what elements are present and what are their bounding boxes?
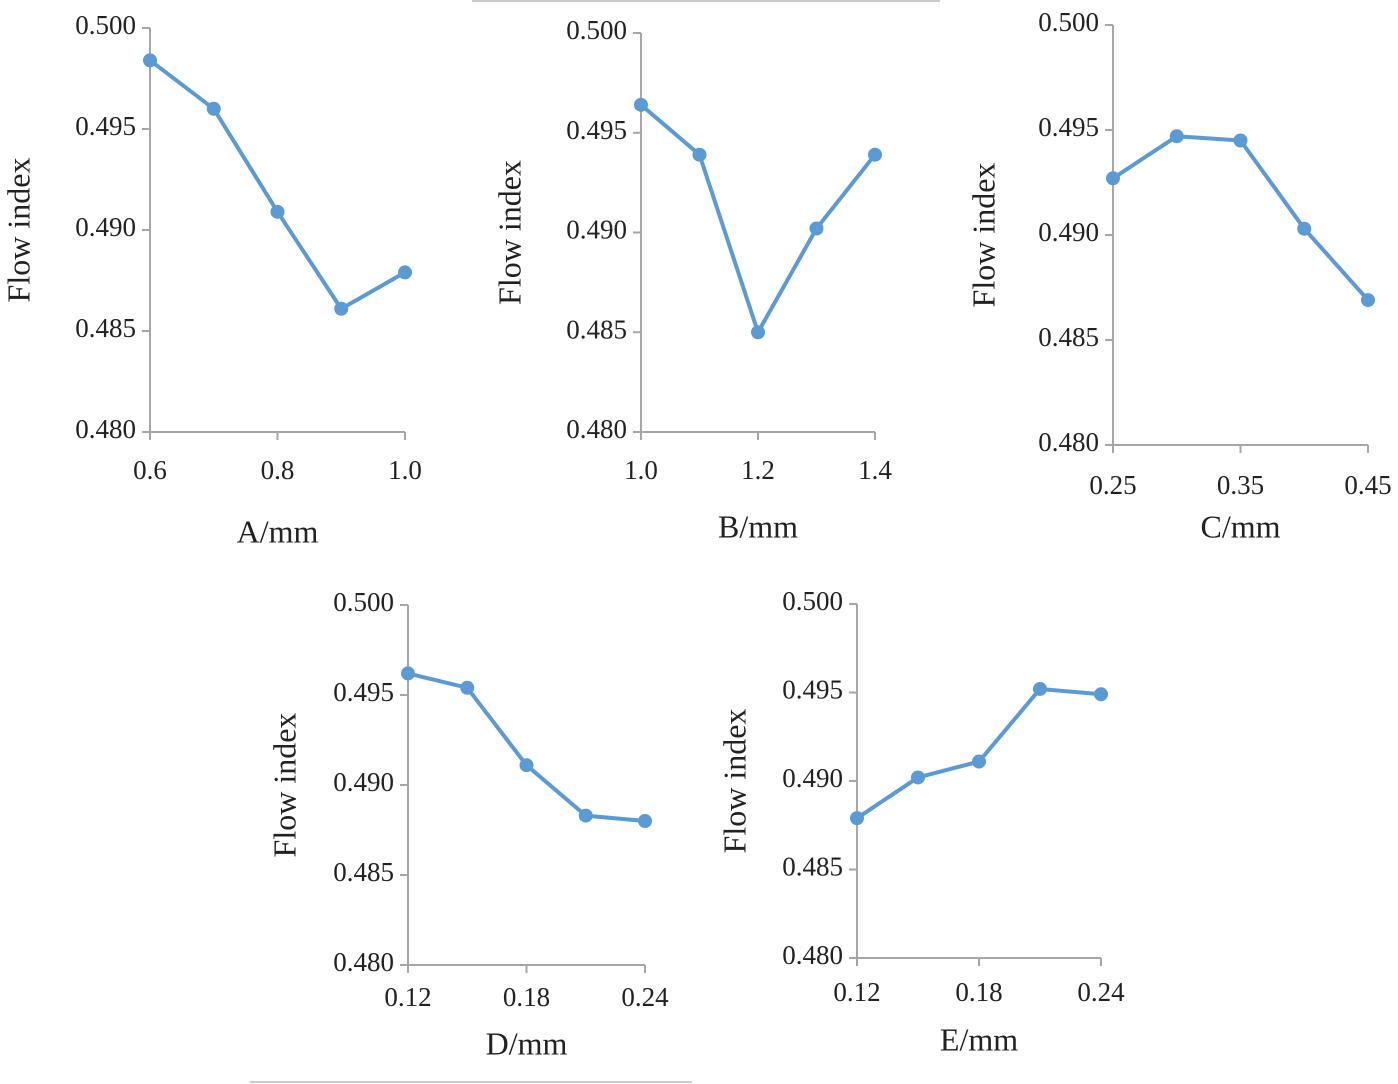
y-tick-label: 0.485 xyxy=(1038,322,1099,352)
y-tick-label: 0.480 xyxy=(1038,427,1099,457)
x-axis-title: C/mm xyxy=(1200,508,1280,544)
x-tick-label: 0.24 xyxy=(1077,977,1125,1007)
x-tick-label: 0.25 xyxy=(1089,470,1136,500)
y-tick-label: 0.495 xyxy=(782,675,843,705)
y-tick-label: 0.490 xyxy=(75,212,136,242)
y-axis-title: Flow index xyxy=(965,163,1001,308)
data-point xyxy=(911,770,925,785)
data-point xyxy=(751,325,765,340)
x-tick-label: 0.18 xyxy=(955,977,1002,1007)
y-tick-label: 0.495 xyxy=(1038,112,1099,142)
y-axis-title: Flow index xyxy=(0,158,36,303)
y-tick-label: 0.485 xyxy=(333,857,394,887)
x-axis-title: A/mm xyxy=(237,513,319,549)
y-tick-label: 0.500 xyxy=(566,15,627,45)
y-tick-label: 0.490 xyxy=(566,215,627,245)
x-tick-label: 0.18 xyxy=(503,982,550,1012)
data-point xyxy=(334,301,349,316)
x-tick-label: 1.4 xyxy=(858,455,892,485)
data-point xyxy=(143,53,157,68)
data-line xyxy=(855,686,1102,820)
data-point xyxy=(270,204,285,219)
y-tick-label: 0.495 xyxy=(75,111,136,141)
y-axis-title: Flow index xyxy=(491,160,527,305)
data-point xyxy=(638,814,652,828)
data-point xyxy=(1297,221,1312,236)
x-tick-label: 1.2 xyxy=(741,455,775,485)
x-axis-title: E/mm xyxy=(940,1021,1018,1057)
y-axis-title: Flow index xyxy=(266,713,302,858)
data-point xyxy=(1169,129,1184,144)
x-tick-label: 0.35 xyxy=(1217,470,1264,500)
data-line xyxy=(407,671,646,823)
x-tick-label: 0.6 xyxy=(133,455,167,485)
data-point xyxy=(578,808,593,823)
y-tick-label: 0.480 xyxy=(566,414,627,444)
data-point xyxy=(850,811,864,826)
y-tick-label: 0.490 xyxy=(333,767,394,797)
data-point xyxy=(1033,681,1047,696)
y-tick-label: 0.500 xyxy=(75,10,136,40)
data-point xyxy=(692,147,707,162)
y-tick-label: 0.480 xyxy=(333,947,394,977)
x-tick-label: 0.12 xyxy=(384,982,431,1012)
data-point xyxy=(519,758,534,773)
data-point xyxy=(1106,171,1120,186)
data-point xyxy=(1094,687,1108,702)
y-tick-label: 0.500 xyxy=(782,586,843,616)
y-tick-label: 0.485 xyxy=(782,852,843,882)
y-tick-label: 0.485 xyxy=(566,314,627,344)
x-tick-label: 0.45 xyxy=(1344,470,1391,500)
data-line xyxy=(639,103,877,335)
data-point xyxy=(634,97,648,112)
y-tick-label: 0.490 xyxy=(782,763,843,793)
y-tick-label: 0.500 xyxy=(333,587,394,617)
data-point xyxy=(460,680,475,695)
y-tick-label: 0.490 xyxy=(1038,217,1099,247)
data-point xyxy=(1233,133,1248,148)
y-tick-label: 0.480 xyxy=(75,414,136,444)
y-tick-label: 0.480 xyxy=(782,940,843,970)
y-tick-label: 0.500 xyxy=(1038,7,1099,37)
data-point xyxy=(398,265,412,280)
y-axis-title: Flow index xyxy=(716,709,752,854)
y-tick-label: 0.495 xyxy=(566,115,627,145)
data-point xyxy=(1361,293,1375,308)
x-tick-label: 1.0 xyxy=(624,455,658,485)
data-point xyxy=(401,666,415,681)
y-tick-label: 0.495 xyxy=(333,677,394,707)
data-point xyxy=(972,754,986,769)
data-line xyxy=(1111,134,1370,302)
data-point xyxy=(206,101,221,116)
x-tick-label: 0.24 xyxy=(621,982,669,1012)
x-tick-label: 0.8 xyxy=(261,455,295,485)
x-tick-label: 0.12 xyxy=(833,977,880,1007)
data-point xyxy=(809,221,824,236)
y-tick-label: 0.485 xyxy=(75,313,136,343)
data-line xyxy=(148,58,406,311)
x-tick-label: 1.0 xyxy=(388,455,422,485)
x-axis-title: B/mm xyxy=(718,508,798,544)
data-point xyxy=(868,147,882,162)
x-axis-title: D/mm xyxy=(486,1025,568,1061)
